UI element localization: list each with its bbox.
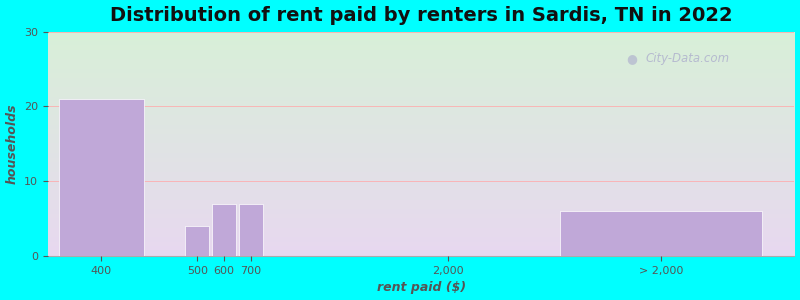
Text: City-Data.com: City-Data.com (645, 52, 730, 65)
X-axis label: rent paid ($): rent paid ($) (377, 281, 466, 294)
Bar (58, 99, 144, 256)
Text: ●: ● (626, 52, 638, 65)
Title: Distribution of rent paid by renters in Sardis, TN in 2022: Distribution of rent paid by renters in … (110, 6, 733, 25)
Bar (186, 226, 210, 256)
Bar (560, 211, 762, 256)
Y-axis label: households: households (6, 103, 18, 184)
Bar (238, 204, 262, 256)
Bar (212, 204, 236, 256)
